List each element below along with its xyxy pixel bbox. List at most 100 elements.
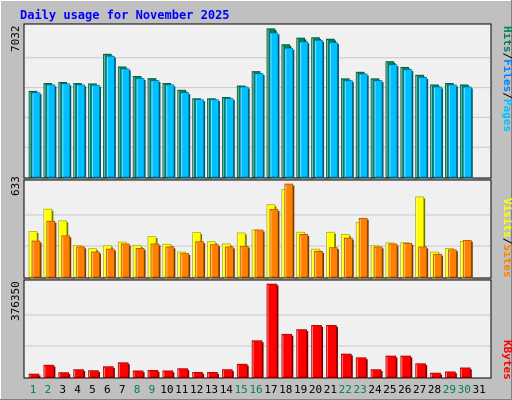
- x-tick-label: 6: [104, 383, 111, 396]
- bar-kbytes: [162, 370, 174, 378]
- legend-hits-files-pages: Hits/Files/Pages: [501, 26, 512, 132]
- bar-kbytes: [311, 325, 322, 378]
- panel-kbytes: 376350 KBytes: [9, 279, 512, 380]
- legend-separator-3: /: [501, 238, 512, 245]
- x-tick-label: 30: [458, 383, 471, 396]
- legend-label-files: Files: [501, 59, 512, 92]
- bar-files: [106, 55, 115, 178]
- bar-files: [120, 68, 130, 178]
- bar-files: [388, 64, 398, 178]
- x-tick-label: 18: [279, 383, 292, 396]
- bar-sites: [225, 246, 234, 278]
- bar-files: [76, 84, 85, 178]
- x-tick-label: 25: [383, 383, 396, 396]
- bar-kbytes: [73, 369, 84, 378]
- bar-sites: [269, 209, 279, 278]
- x-tick-label: 24: [368, 383, 382, 396]
- x-tick-label: 29: [443, 383, 456, 396]
- bar-files: [284, 47, 294, 178]
- bar-sites: [120, 243, 130, 278]
- bar-kbytes: [266, 283, 278, 378]
- bars-kbytes: [28, 283, 472, 379]
- bar-kbytes: [340, 353, 352, 378]
- bar-files: [61, 83, 71, 178]
- bar-sites: [329, 247, 338, 278]
- bar-files: [329, 42, 338, 178]
- bar-files: [165, 84, 175, 178]
- bar-kbytes: [147, 370, 159, 378]
- y-max-label-visits: 633: [9, 176, 22, 196]
- bar-files: [373, 80, 383, 178]
- x-tick-label: 5: [89, 383, 96, 396]
- bar-files: [358, 73, 368, 178]
- bar-kbytes: [58, 372, 70, 378]
- bar-files: [462, 86, 472, 178]
- legend-separator-1: /: [501, 53, 512, 60]
- legend-separator-2: /: [501, 92, 512, 99]
- bar-kbytes: [132, 370, 144, 378]
- bar-kbytes: [459, 367, 471, 378]
- panel-visits-sites: 633 Visits/Sites: [9, 176, 512, 279]
- panel-hits-files-pages: 7032 Hits/Files/Pages: [9, 23, 512, 179]
- bar-files: [210, 99, 219, 178]
- x-tick-label: 1: [30, 383, 37, 396]
- x-tick-label: 16: [249, 383, 262, 396]
- bar-kbytes: [400, 355, 412, 378]
- bar-sites: [448, 249, 457, 278]
- bar-sites: [314, 250, 323, 278]
- legend-label-visits: Visits: [501, 198, 512, 238]
- bar-files: [46, 84, 56, 178]
- legend-label-sites: Sites: [501, 244, 512, 277]
- bars-hits-files-pages: [28, 28, 473, 179]
- bar-files: [225, 98, 234, 178]
- x-tick-label: 10: [160, 383, 173, 396]
- bar-files: [433, 86, 442, 178]
- x-axis-day-labels: 1 2 3 4 5 6 7 8 9 10 11 12 13 14 15 16 17 18 19 20 21 22 23 24 2…: [30, 383, 486, 396]
- bar-sites: [358, 217, 368, 278]
- x-tick-label: 12: [190, 383, 203, 396]
- bar-kbytes: [103, 366, 114, 378]
- x-tick-label: 15: [235, 383, 248, 396]
- bar-files: [31, 92, 41, 178]
- bar-sites: [284, 183, 294, 278]
- bar-sites: [106, 248, 115, 278]
- bar-sites: [61, 235, 71, 278]
- x-tick-label: 8: [134, 383, 141, 396]
- bar-kbytes: [43, 364, 55, 378]
- bar-kbytes: [445, 371, 456, 378]
- bar-sites: [165, 246, 175, 278]
- y-max-label-hits: 7032: [9, 26, 22, 53]
- bar-files: [448, 84, 457, 178]
- bar-sites: [135, 248, 145, 278]
- bar-files: [91, 84, 100, 178]
- bar-kbytes: [88, 370, 99, 378]
- x-tick-label: 26: [398, 383, 411, 396]
- bar-kbytes: [207, 372, 218, 378]
- bar-files: [135, 78, 145, 178]
- legend-label-pages: Pages: [501, 99, 512, 132]
- x-tick-label: 21: [324, 383, 337, 396]
- bar-sites: [91, 251, 100, 278]
- x-tick-label: 11: [175, 383, 188, 396]
- bar-files: [150, 80, 160, 178]
- x-tick-label: 14: [220, 383, 234, 396]
- chart-title: Daily usage for November 2025: [20, 8, 230, 22]
- bar-files: [195, 99, 204, 178]
- x-tick-label: 31: [473, 383, 486, 396]
- x-tick-label: 23: [354, 383, 367, 396]
- bar-sites: [403, 242, 413, 278]
- x-tick-label: 3: [59, 383, 66, 396]
- bars-visits-sites: [28, 183, 473, 279]
- legend-kbytes: KBytes: [501, 340, 512, 380]
- bar-kbytes: [222, 369, 233, 378]
- x-tick-label: 28: [428, 383, 441, 396]
- bar-kbytes: [117, 362, 129, 378]
- x-tick-label: 22: [339, 383, 352, 396]
- bar-sites: [433, 253, 442, 278]
- bar-sites: [388, 243, 398, 278]
- x-tick-label: 20: [309, 383, 322, 396]
- bar-sites: [418, 246, 427, 278]
- bar-sites: [373, 246, 383, 278]
- x-tick-label: 9: [149, 383, 156, 396]
